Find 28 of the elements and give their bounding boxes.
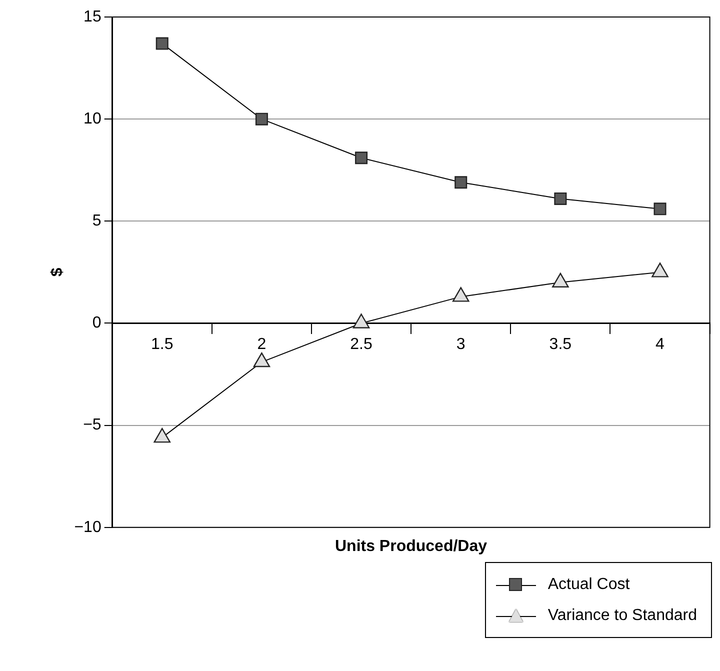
x-tick-label: 2	[257, 336, 266, 354]
point	[154, 428, 171, 443]
legend-label: Actual Cost	[548, 576, 630, 594]
point	[352, 314, 370, 328]
point	[156, 37, 168, 50]
y-tick-label: −5	[83, 416, 102, 434]
y-tick-label: 0	[92, 314, 102, 332]
point	[652, 262, 668, 278]
point	[253, 352, 270, 368]
point	[454, 176, 468, 189]
legend-label: Variance to Standard	[548, 606, 697, 624]
point	[255, 112, 268, 126]
y-tick-label: 15	[84, 8, 102, 26]
point	[355, 152, 368, 164]
point	[452, 287, 470, 302]
point	[554, 192, 567, 205]
x-tick-label: 3	[456, 336, 466, 354]
y-axis-title: $	[49, 268, 66, 277]
y-tick-label: 5	[92, 212, 102, 230]
x-tick-label: 3.5	[549, 336, 572, 354]
y-tick-label: −10	[74, 518, 102, 536]
point	[552, 272, 569, 288]
y-tick-label: 10	[84, 110, 102, 128]
point	[654, 202, 666, 216]
x-tick-label: 1.5	[151, 336, 174, 354]
x-tick-label: 2.5	[350, 336, 372, 354]
x-tick-label: 4	[656, 336, 665, 354]
x-axis-title: Units Produced/Day	[334, 538, 488, 556]
